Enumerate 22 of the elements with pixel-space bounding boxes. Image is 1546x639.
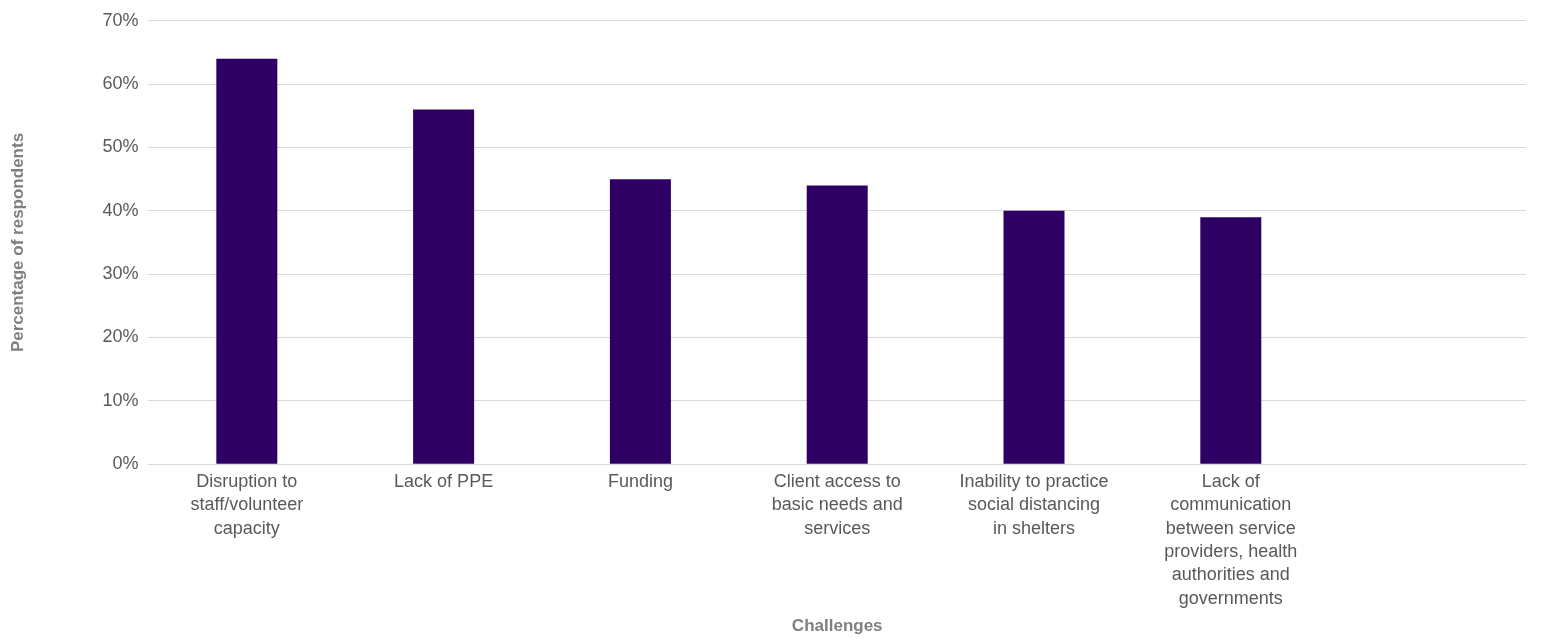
x-tick-label: Lack of communication between service providers, health authorities and governments	[1164, 470, 1298, 608]
y-tick-label: 60%	[102, 73, 139, 94]
x-tick-label: Client access to basic needs and services	[771, 470, 903, 538]
y-tick-label: 20%	[102, 326, 139, 347]
bar	[806, 185, 868, 464]
bar	[609, 179, 671, 464]
y-tick-label: 50%	[102, 136, 139, 157]
bar	[413, 109, 475, 464]
y-tick-label: 10%	[102, 389, 139, 410]
y-tick-label: 40%	[102, 199, 139, 220]
x-tick-label: Inability to practice social distancing in shelters	[959, 470, 1109, 538]
y-tick-label: 0%	[112, 453, 139, 474]
x-tick-label: Funding	[607, 470, 673, 491]
y-tick-label: 70%	[102, 9, 139, 30]
x-tick-label: Disruption to staff/volunteer capacity	[190, 470, 304, 538]
y-axis-title: Percentage of respondents	[7, 132, 27, 353]
y-tick-label: 30%	[102, 263, 139, 284]
bar	[1200, 217, 1262, 464]
x-tick-label: Lack of PPE	[394, 470, 494, 491]
bar	[216, 58, 278, 464]
bar	[1003, 210, 1065, 464]
x-axis-title: Challenges	[791, 616, 883, 636]
